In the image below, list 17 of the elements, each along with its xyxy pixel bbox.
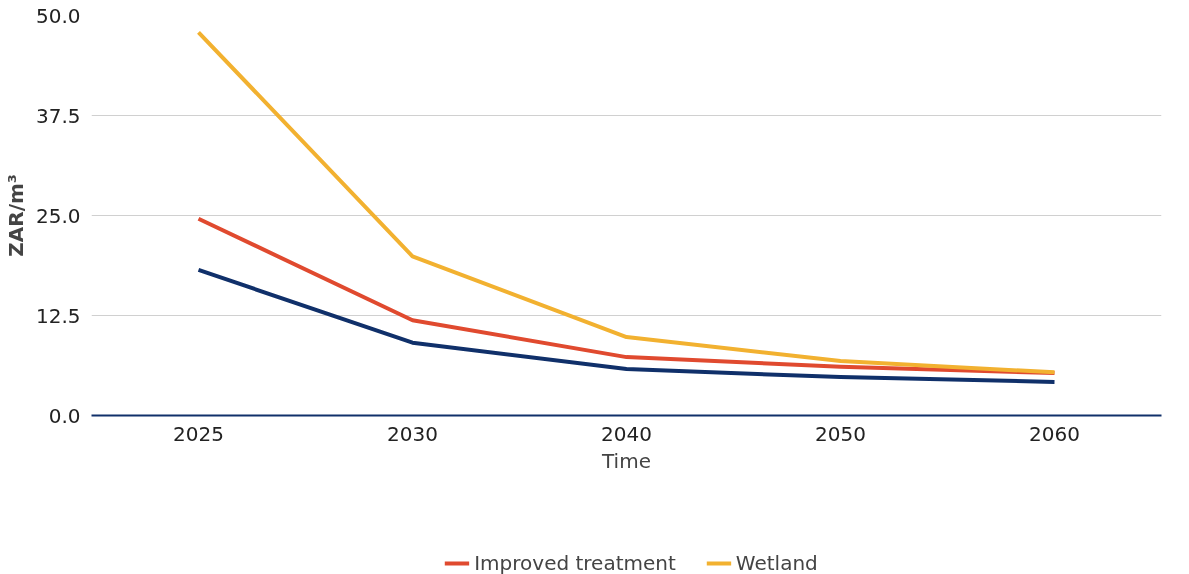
line-series — [196, 216, 1057, 376]
x-tick-label: 2025 — [173, 421, 224, 446]
x-tick-label: 2030 — [387, 421, 438, 446]
y-tick-label: 12.5 — [35, 303, 81, 328]
y-tick-label: 25.0 — [35, 203, 81, 228]
legend-label: Wetland — [735, 550, 818, 574]
x-tick-label: 2060 — [1029, 421, 1080, 446]
x-tick-label: 2040 — [601, 421, 652, 446]
x-axis-title: Time — [601, 448, 651, 473]
y-axis-title: ZAR/m³ — [3, 174, 28, 257]
line-series — [196, 267, 1057, 384]
legend-label: Improved treatment — [474, 550, 676, 574]
y-tick-label: 0.0 — [48, 403, 81, 428]
y-tick-label: 37.5 — [35, 103, 81, 128]
y-tick-label: 50.0 — [35, 3, 81, 28]
x-tick-label: 2050 — [815, 421, 866, 446]
line-series — [196, 30, 1057, 375]
